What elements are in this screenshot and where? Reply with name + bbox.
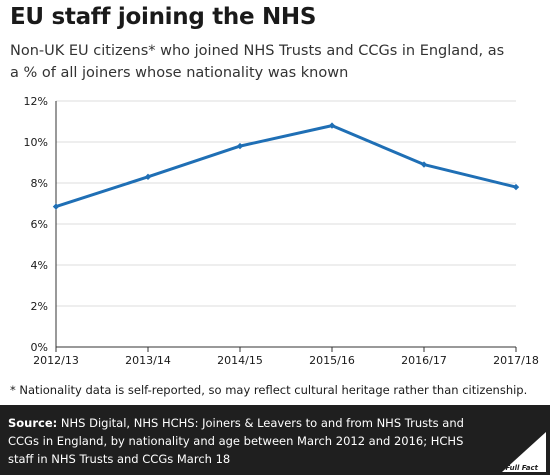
line-chart: 0%2%4%6%8%10%12% 2012/13 2013/14 2014/15 20… [24,95,539,367]
data-point [512,183,520,191]
y-tick-label: 8% [31,177,48,190]
subtitle-line-1: Non-UK EU citizens* who joined NHS Trust… [10,43,505,59]
data-point [144,173,152,181]
series-line [55,124,517,209]
footnote: * Nationality data is self-reported, so … [10,383,528,397]
x-tick-label: 2013/14 [125,354,171,367]
y-tick-label: 4% [31,259,48,272]
y-tick-label: 12% [24,95,48,108]
x-tick-label: 2012/13 [33,354,79,367]
chart-title: EU staff joining the NHS [10,4,317,30]
data-point [420,161,428,168]
source-line-3: staff in NHS Trusts and CCGs March 18 [8,452,231,466]
logo-text: Full Fact [505,464,538,472]
x-tick-label: 2016/17 [401,354,447,367]
chart-subtitle: Non-UK EU citizens* who joined NHS Trust… [10,40,545,84]
gridlines [56,100,516,307]
source-line-1: NHS Digital, NHS HCHS: Joiners & Leavers… [60,416,464,430]
y-tick-label: 6% [31,218,48,231]
axes [55,101,516,348]
y-tick-label: 10% [24,136,48,149]
data-point [52,203,60,210]
y-axis-ticks: 0% 2% 4% 6% 8% 10% 12% [24,95,48,354]
source-label: Source: [8,416,58,430]
x-tick-label: 2015/16 [309,354,355,367]
x-tick-label: 2017/18 [493,354,539,367]
source-bar: Source: NHS Digital, NHS HCHS: Joiners &… [0,405,550,475]
full-fact-logo-icon [502,432,546,472]
x-tick-label: 2014/15 [217,354,263,367]
y-tick-label: 0% [31,341,48,354]
source-text: Source: NHS Digital, NHS HCHS: Joiners &… [8,414,478,468]
subtitle-line-2: a % of all joiners whose nationality was… [10,65,349,81]
x-axis-ticks: 2012/13 2013/14 2014/15 2015/16 2016/17 2017/… [33,347,539,367]
y-tick-label: 2% [31,300,48,313]
data-point [328,122,336,129]
series [52,122,520,210]
data-point [236,142,244,150]
source-line-2: CCGs in England, by nationality and age … [8,434,464,448]
